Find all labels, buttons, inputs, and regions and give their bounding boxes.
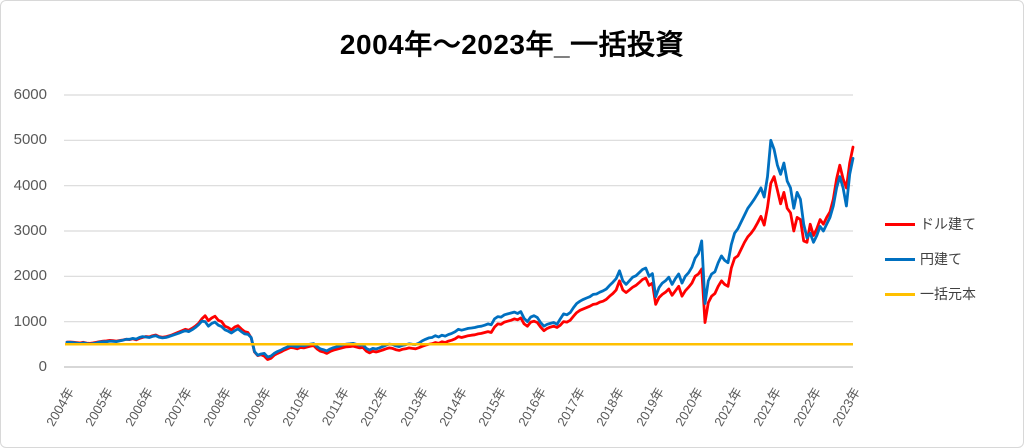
- legend-label: ドル建て: [920, 216, 976, 232]
- y-tick-label: 5000: [13, 131, 47, 148]
- y-tick-label: 0: [38, 358, 47, 375]
- legend-line-sample: [885, 257, 915, 261]
- legend-item-usd-series: ドル建て: [885, 215, 976, 233]
- y-tick-label: 1000: [13, 313, 47, 330]
- y-tick-label: 6000: [13, 86, 47, 103]
- legend-item-jpy-series: 円建て: [885, 250, 976, 268]
- y-tick-label: 4000: [13, 177, 47, 194]
- jpy-series-line: [65, 138, 855, 359]
- usd-series-line: [65, 145, 855, 361]
- legend-line-sample: [885, 292, 915, 296]
- legend-item-principal-series: 一括元本: [885, 285, 976, 303]
- legend: ドル建て円建て一括元本: [885, 215, 976, 320]
- legend-label: 円建て: [920, 251, 962, 267]
- legend-line-sample: [885, 222, 915, 226]
- y-tick-label: 2000: [13, 267, 47, 284]
- y-tick-label: 3000: [13, 222, 47, 239]
- chart-title: 2004年〜2023年_一括投資: [339, 29, 685, 60]
- gridlines: [64, 94, 853, 368]
- legend-label: 一括元本: [920, 286, 976, 302]
